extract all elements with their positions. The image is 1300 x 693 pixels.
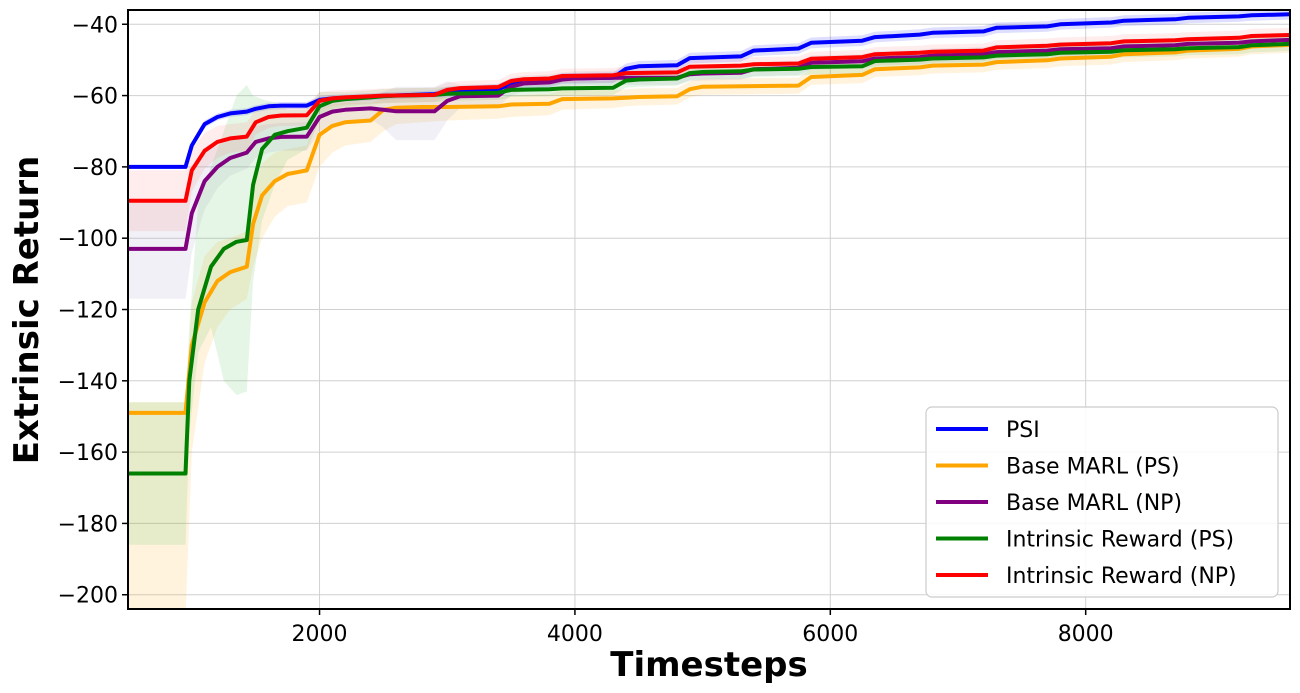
legend-label: Base MARL (PS) bbox=[1006, 455, 1180, 480]
base-marl-ps-line bbox=[128, 42, 1290, 415]
y-tick-label: −40 bbox=[72, 13, 118, 38]
y-tick-label: −160 bbox=[58, 441, 118, 466]
intrinsic-reward-np-line bbox=[128, 33, 1290, 203]
x-tick-label: 2000 bbox=[292, 622, 348, 647]
psi-line bbox=[128, 12, 1290, 169]
legend-label: Base MARL (NP) bbox=[1006, 491, 1182, 516]
series-lines bbox=[128, 12, 1290, 476]
x-axis-title: Timesteps bbox=[610, 645, 807, 685]
y-tick-label: −80 bbox=[72, 156, 118, 181]
x-tick-label: 4000 bbox=[547, 622, 603, 647]
y-tick-label: −60 bbox=[72, 85, 118, 110]
confidence-bands bbox=[128, 10, 1290, 609]
x-tick-label: 6000 bbox=[802, 622, 858, 647]
y-tick-label: −140 bbox=[58, 370, 118, 395]
y-axis-title: Extrinsic Return bbox=[7, 156, 47, 465]
x-axis-ticks: 2000 4000 6000 8000 bbox=[292, 609, 1114, 647]
legend-label: Intrinsic Reward (NP) bbox=[1006, 564, 1237, 589]
base-marl-np-band bbox=[128, 32, 1290, 299]
y-tick-label: −120 bbox=[58, 299, 118, 324]
legend-label: PSI bbox=[1006, 418, 1040, 443]
intrinsic-reward-ps-line bbox=[128, 41, 1290, 476]
x-tick-label: 8000 bbox=[1058, 622, 1114, 647]
y-tick-label: −100 bbox=[58, 227, 118, 252]
legend: PSI Base MARL (PS) Base MARL (NP) Intrinsic… bbox=[925, 406, 1279, 598]
legend-box bbox=[925, 406, 1279, 598]
y-tick-label: −180 bbox=[58, 512, 118, 537]
intrinsic-reward-np-band bbox=[128, 27, 1290, 232]
legend-label: Intrinsic Reward (PS) bbox=[1006, 528, 1234, 553]
y-tick-label: −200 bbox=[58, 584, 118, 609]
y-axis-ticks: −40 −60 −80 −100 −120 −140 −160 −180 −200 bbox=[58, 13, 128, 609]
